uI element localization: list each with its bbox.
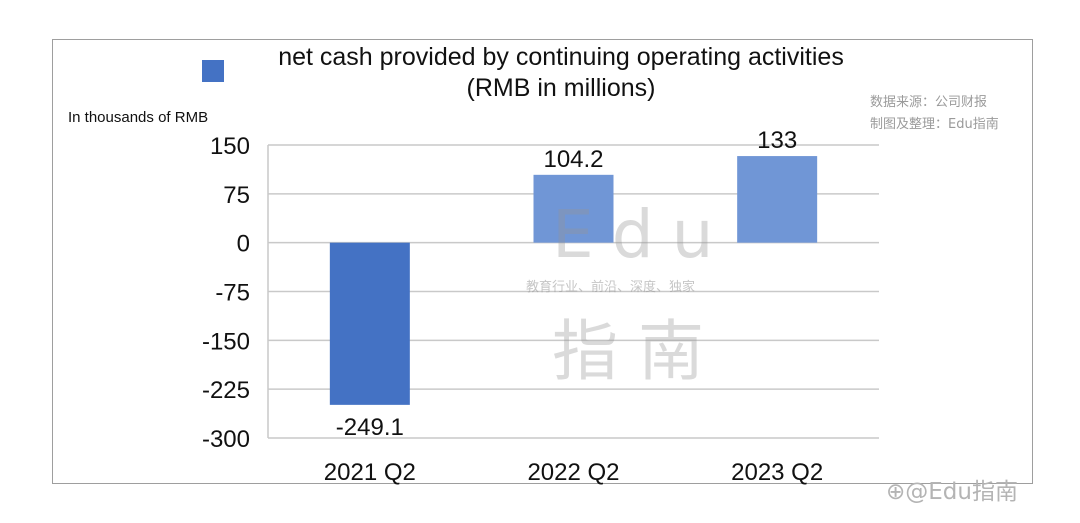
- chart-frame: 150 75 0 -75 -150 -225 -300 -249.1 2021 Q2 104.2 2…: [52, 39, 1033, 485]
- bar: [533, 174, 614, 243]
- bar: [737, 156, 818, 243]
- watermark-cn: 指南: [552, 313, 724, 390]
- credit-line: 制图及整理：Edu指南: [870, 117, 999, 132]
- watermark-edu: Edu: [552, 196, 732, 273]
- chart-subtitle: (RMB in millions): [466, 74, 656, 102]
- bar-chart: 150 75 0 -75 -150 -225 -300 -249.1 2021 Q2 104.2 2…: [202, 127, 879, 485]
- bar: [329, 242, 410, 405]
- legend-swatch: [202, 60, 224, 82]
- y-tick-label: -150: [202, 328, 250, 355]
- watermark-tagline: 教育行业、前沿、深度、独家: [526, 280, 696, 295]
- source-line: 数据来源：公司财报: [870, 95, 988, 110]
- y-tick-label: 75: [223, 182, 250, 209]
- data-label: -249.1: [336, 414, 404, 441]
- y-tick-label: -300: [202, 426, 250, 453]
- y-tick-label: -75: [215, 280, 250, 307]
- data-label: 133: [757, 127, 797, 154]
- y-axis-unit-label: In thousands of RMB: [68, 109, 209, 126]
- y-tick-label: 150: [210, 133, 250, 160]
- source-note: 数据来源：公司财报 制图及整理：Edu指南: [870, 92, 999, 136]
- chart-title-line: net cash provided by continuing operatin…: [278, 43, 844, 71]
- x-tick-label: 2023 Q2: [731, 459, 823, 485]
- y-tick-label: 0: [237, 231, 250, 258]
- x-tick-label: 2022 Q2: [527, 459, 619, 485]
- y-tick-label: -225: [202, 377, 250, 404]
- data-label: 104.2: [543, 146, 603, 173]
- corner-brand: ⊕@Edu指南: [886, 479, 1018, 505]
- x-tick-label: 2021 Q2: [324, 459, 416, 485]
- chart-title: net cash provided by continuing operatin…: [236, 42, 886, 104]
